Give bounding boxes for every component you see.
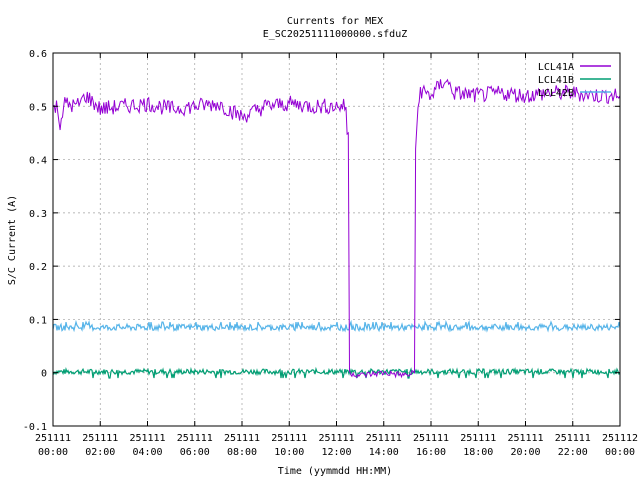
x-tick-time: 18:00 [463, 447, 493, 458]
series-lcl41b [52, 366, 621, 379]
y-tick-label: 0.3 [29, 209, 47, 220]
x-tick-date: 251111 [82, 433, 118, 444]
x-tick-date: 251111 [318, 433, 354, 444]
y-tick-label: 0.5 [29, 102, 47, 113]
series-lcl41a [52, 78, 621, 379]
x-tick-time: 10:00 [274, 447, 304, 458]
legend-label-lcl42b: LCL42B [538, 88, 574, 99]
series-lcl42b [52, 319, 621, 333]
chart-subtitle: E_SC20251111000000.sfduZ [263, 29, 408, 40]
x-tick-time: 02:00 [85, 447, 115, 458]
x-tick-date: 251111 [507, 433, 543, 444]
x-tick-date: 251111 [224, 433, 260, 444]
x-tick-date: 251111 [129, 433, 165, 444]
x-tick-date: 251111 [413, 433, 449, 444]
x-tick-date: 251112 [602, 433, 638, 444]
x-tick-time: 06:00 [180, 447, 210, 458]
x-tick-time: 14:00 [369, 447, 399, 458]
legend-label-lcl41a: LCL41A [538, 62, 574, 73]
series-line-lcl42b [52, 319, 621, 333]
x-tick-time: 20:00 [510, 447, 540, 458]
y-tick-label: 0.4 [29, 156, 47, 167]
series-layer [52, 78, 621, 379]
x-tick-date: 251111 [271, 433, 307, 444]
x-tick-time: 22:00 [558, 447, 588, 458]
y-tick-label: -0.1 [23, 422, 47, 433]
x-tick-time: 08:00 [227, 447, 257, 458]
x-tick-date: 251111 [35, 433, 71, 444]
x-tick-time: 12:00 [321, 447, 351, 458]
x-tick-time: 04:00 [132, 447, 162, 458]
x-tick-date: 251111 [460, 433, 496, 444]
y-tick-label: 0 [41, 369, 47, 380]
gridlines [53, 53, 620, 426]
x-tick-time: 16:00 [416, 447, 446, 458]
series-line-lcl41b [52, 366, 621, 379]
series-line-lcl41a [52, 78, 621, 379]
axes: -0.1 0 0.1 0.2 0.3 0.4 0.5 0.6 251111 00:00 251111… [23, 49, 638, 458]
y-tick-label: 0.1 [29, 315, 47, 326]
y-axis-label: S/C Current (A) [7, 195, 18, 285]
x-tick-date: 251111 [366, 433, 402, 444]
x-tick-time: 00:00 [38, 447, 68, 458]
x-axis-label: Time (yymmdd HH:MM) [278, 466, 392, 477]
x-tick-time: 00:00 [605, 447, 635, 458]
x-tick-date: 251111 [177, 433, 213, 444]
y-tick-label: 0.6 [29, 49, 47, 60]
legend: LCL41A LCL41B LCL42B [538, 62, 611, 99]
legend-label-lcl41b: LCL41B [538, 75, 574, 86]
y-tick-label: 0.2 [29, 262, 47, 273]
x-tick-date: 251111 [555, 433, 591, 444]
chart-title: Currents for MEX [287, 16, 383, 27]
